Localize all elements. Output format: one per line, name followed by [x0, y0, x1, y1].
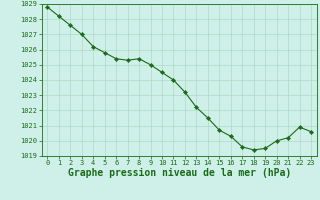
- X-axis label: Graphe pression niveau de la mer (hPa): Graphe pression niveau de la mer (hPa): [68, 168, 291, 178]
